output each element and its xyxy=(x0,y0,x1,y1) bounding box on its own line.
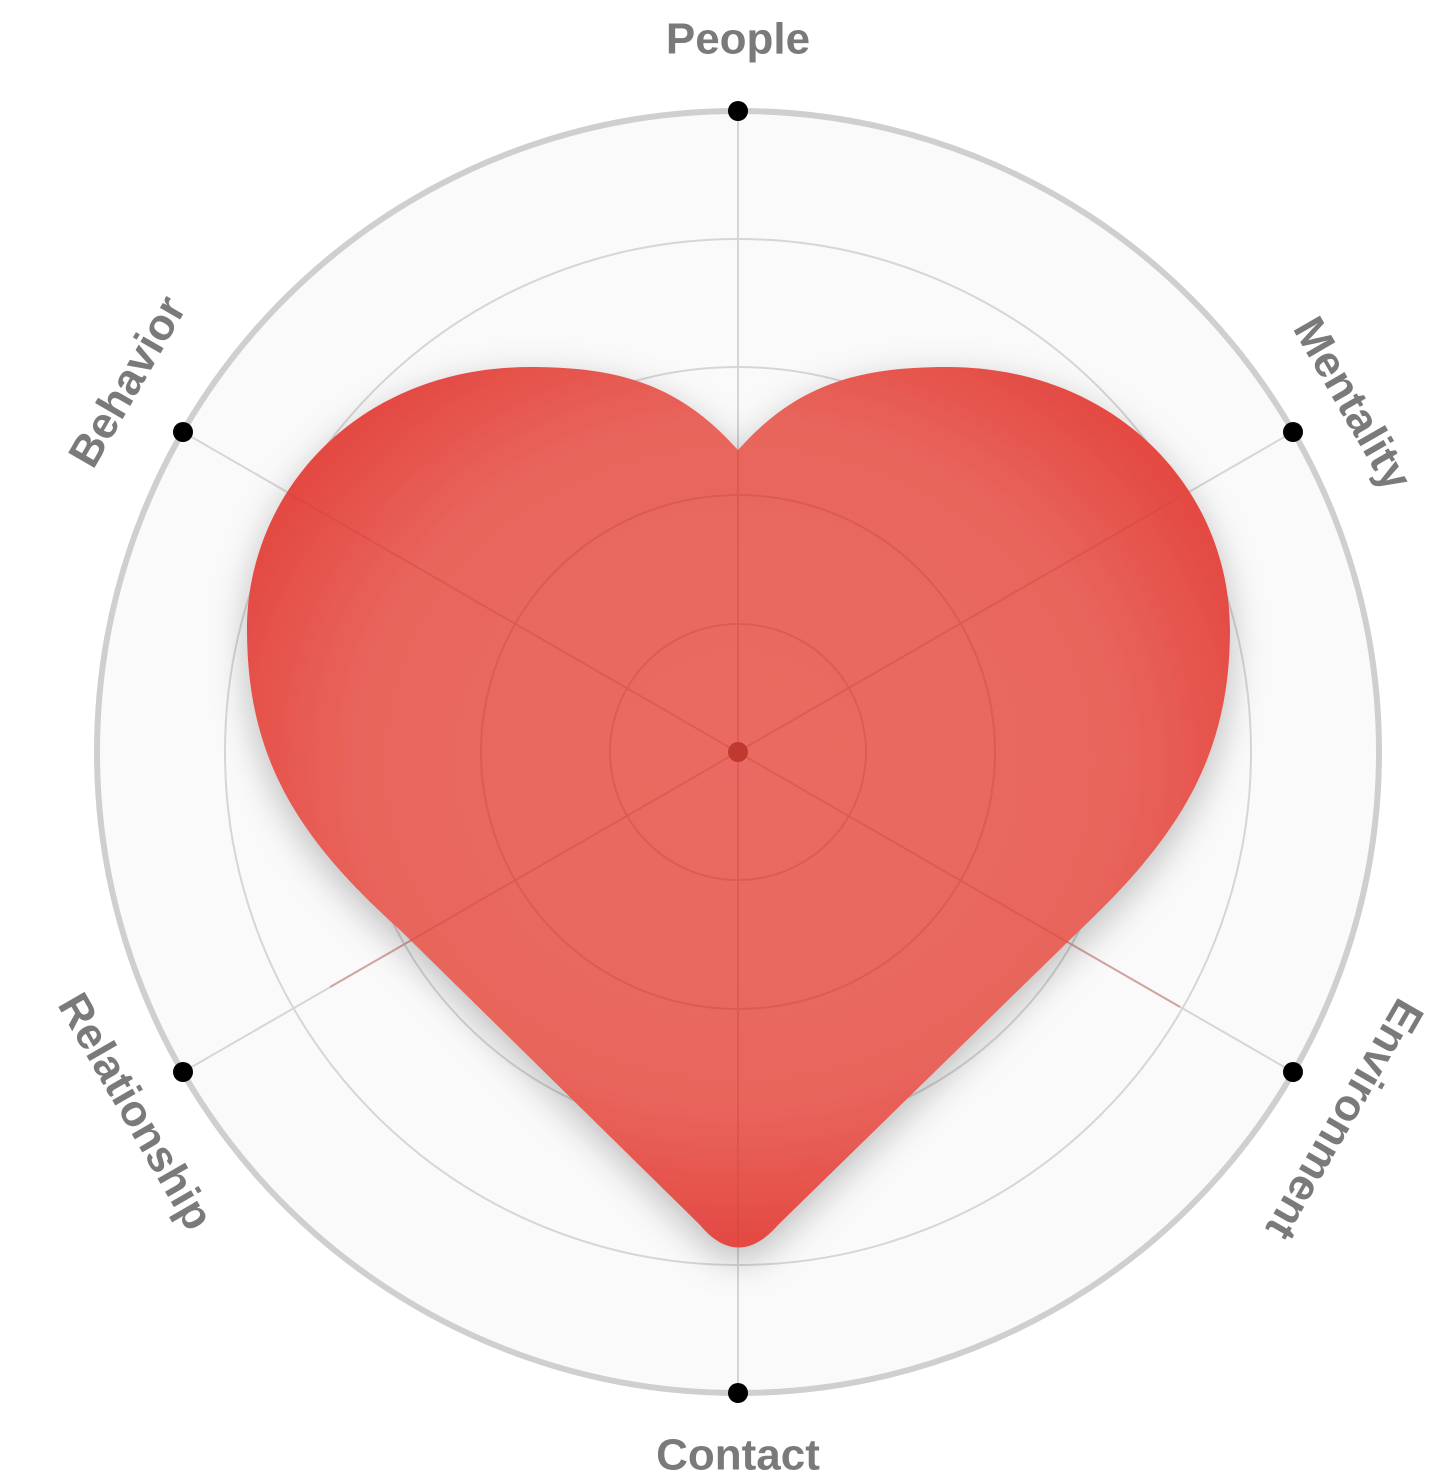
axis-label: Contact xyxy=(656,1431,820,1480)
page: People Mentality Environment Contact Rel… xyxy=(0,0,1435,1484)
axis-dot xyxy=(1283,422,1303,442)
axis-dot xyxy=(173,1062,193,1082)
axis-dot xyxy=(728,1383,748,1403)
center-dot xyxy=(728,742,748,762)
radar-diagram: People Mentality Environment Contact Rel… xyxy=(0,0,1435,1484)
axis-label: People xyxy=(666,15,810,64)
axis-dot xyxy=(728,101,748,121)
axis-dot xyxy=(1283,1062,1303,1082)
axis-dot xyxy=(173,422,193,442)
